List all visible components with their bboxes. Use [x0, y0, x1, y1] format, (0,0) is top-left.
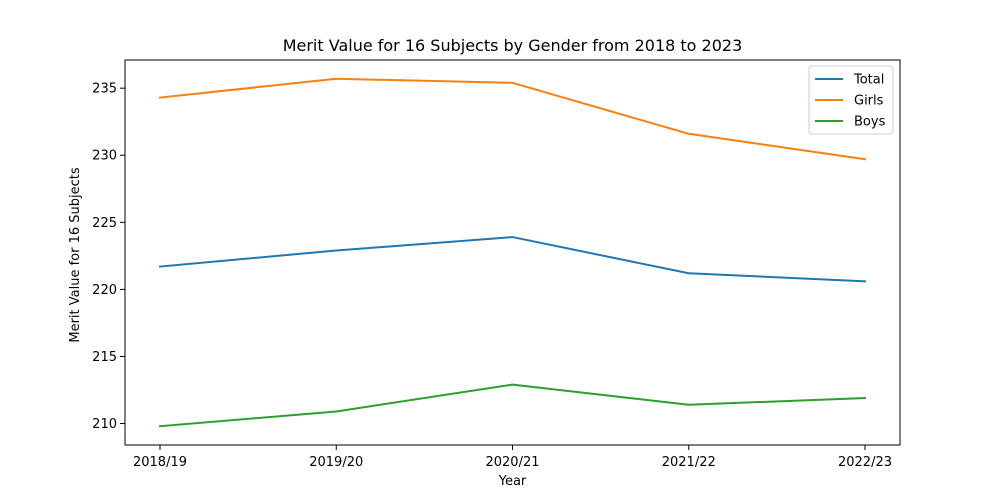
y-axis-label: Merit Value for 16 Subjects [68, 167, 83, 343]
legend: Total Girls Boys [808, 65, 894, 135]
y-tick-label: 220 [92, 283, 117, 298]
y-tick-label: 210 [92, 417, 117, 432]
axes: 2018/19 2019/20 2020/21 2021/22 2022/23 210 21… [92, 59, 901, 470]
series-line-boys [158, 383, 867, 428]
chart-title: Merit Value for 16 Subjects by Gender fr… [283, 36, 743, 55]
legend-label-girls: Girls [854, 94, 884, 109]
y-tick-label: 225 [92, 216, 117, 231]
legend-label-total: Total [853, 73, 884, 88]
series-line-total [158, 236, 867, 283]
series-line-girls [158, 77, 867, 161]
x-tick-label: 2021/22 [662, 455, 716, 470]
x-tick-label: 2018/19 [133, 455, 187, 470]
x-tick-label: 2019/20 [309, 455, 363, 470]
x-tick-label: 2020/21 [485, 455, 539, 470]
legend-box [808, 65, 894, 135]
plot-area [158, 77, 867, 428]
plot-frame [124, 59, 901, 446]
x-tick-label: 2022/23 [838, 455, 892, 470]
x-axis-label: Year [498, 474, 527, 489]
y-tick-label: 230 [92, 149, 117, 164]
y-tick-label: 215 [92, 350, 117, 365]
y-tick-label: 235 [92, 82, 117, 97]
legend-label-boys: Boys [854, 115, 886, 130]
